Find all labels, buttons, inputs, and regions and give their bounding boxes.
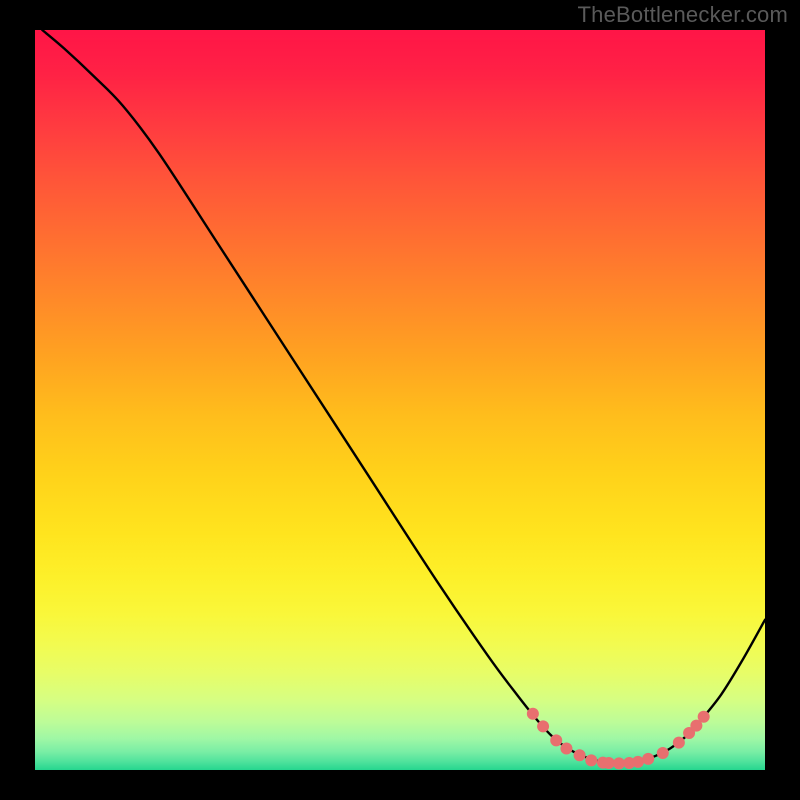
- curve-marker: [527, 708, 539, 720]
- curve-marker: [603, 757, 615, 769]
- curve-marker: [632, 756, 644, 768]
- curve-marker: [642, 753, 654, 765]
- attribution-label: TheBottlenecker.com: [578, 2, 788, 28]
- curve-marker: [537, 720, 549, 732]
- curve-marker: [613, 757, 625, 769]
- curve-marker: [574, 749, 586, 761]
- curve-marker: [673, 737, 685, 749]
- plot-background: [35, 30, 765, 770]
- curve-marker: [698, 711, 710, 723]
- curve-marker: [560, 743, 572, 755]
- curve-marker: [585, 754, 597, 766]
- curve-marker: [550, 734, 562, 746]
- bottleneck-chart: [0, 0, 800, 800]
- curve-marker: [657, 747, 669, 759]
